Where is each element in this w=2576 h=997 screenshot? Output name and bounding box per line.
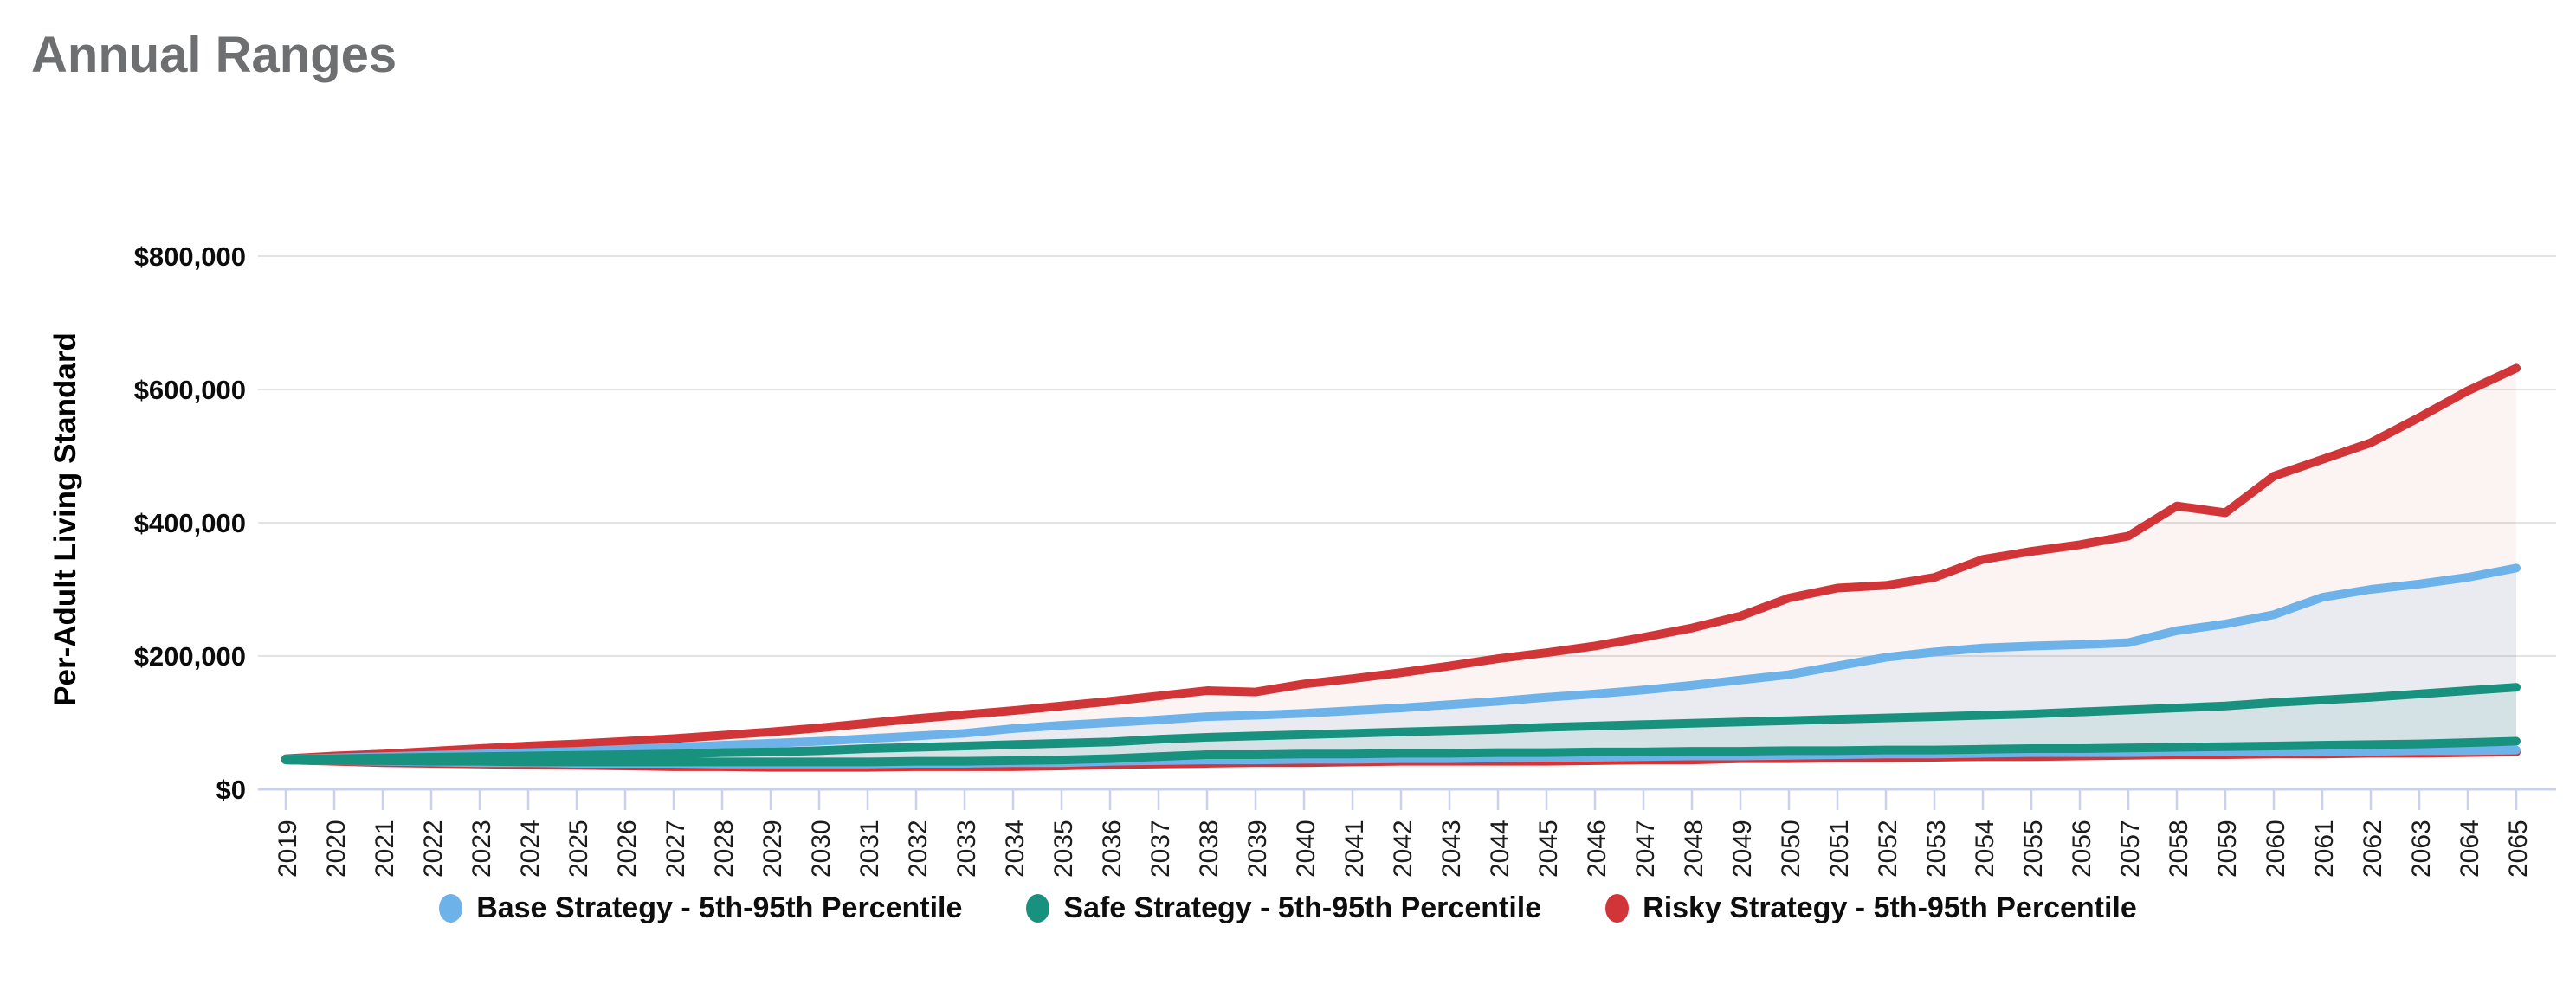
x-tick-label: 2040 — [1292, 820, 1320, 878]
x-tick-label: 2026 — [613, 820, 642, 878]
legend-label-safe: Safe Strategy - 5th-95th Percentile — [1063, 891, 1542, 924]
x-tick-label: 2030 — [807, 820, 836, 878]
x-tick-label: 2027 — [662, 820, 690, 878]
x-tick-label: 2034 — [1001, 820, 1030, 878]
y-tick-labels: $0 $200,000 $400,000 $600,000 $800,000 — [134, 241, 246, 805]
x-tick-label: 2063 — [2407, 820, 2436, 878]
x-tick-label: 2057 — [2116, 820, 2145, 878]
x-tick-label: 2025 — [565, 820, 593, 878]
risky-95th-line — [281, 363, 2521, 763]
y-tick-label: $800,000 — [134, 241, 246, 272]
x-tick-label: 2054 — [1971, 820, 1999, 878]
x-tick-label: 2060 — [2262, 820, 2290, 878]
legend-label-risky: Risky Strategy - 5th-95th Percentile — [1643, 891, 2137, 924]
x-tick-label: 2051 — [1825, 820, 1854, 878]
page-title: Annual Ranges — [31, 27, 397, 83]
y-tick-label: $200,000 — [134, 641, 246, 672]
x-tick-label: 2043 — [1437, 820, 1466, 878]
x-tick-label: 2024 — [516, 820, 545, 878]
y-tick-label: $400,000 — [134, 508, 246, 538]
x-tick-label: 2029 — [759, 820, 787, 878]
y-gridlines — [258, 255, 2556, 657]
x-tick-label: 2037 — [1146, 820, 1175, 878]
safe-95th-line — [281, 683, 2521, 764]
x-tick-label: 2044 — [1486, 820, 1514, 878]
x-tick-label: 2042 — [1389, 820, 1417, 878]
x-tick-label: 2028 — [710, 820, 739, 878]
safe-strategy-band — [281, 683, 2521, 767]
x-tick-label: 2062 — [2359, 820, 2387, 878]
x-tick-label: 2058 — [2165, 820, 2193, 878]
x-tick-label: 2048 — [1680, 820, 1708, 878]
x-tick-label: 2020 — [322, 820, 351, 878]
x-tick-label: 2036 — [1098, 820, 1127, 878]
x-tick-label: 2039 — [1243, 820, 1272, 878]
x-tick-label: 2032 — [904, 820, 933, 878]
legend-swatch-base-icon — [439, 894, 463, 923]
x-tick-label: 2055 — [2019, 820, 2048, 878]
x-tick-label: 2045 — [1534, 820, 1563, 878]
y-tick-label: $600,000 — [134, 375, 246, 405]
x-tick-label: 2065 — [2504, 820, 2533, 878]
risky-band-fill — [286, 368, 2516, 768]
base-95th-line — [281, 563, 2521, 764]
legend-item-risky-strategy[interactable]: Risky Strategy - 5th-95th Percentile — [1605, 891, 2137, 925]
x-axis — [258, 788, 2556, 810]
x-tick-label: 2021 — [371, 820, 399, 878]
x-tick-label: 2035 — [1049, 820, 1078, 878]
safe-band-fill — [286, 687, 2516, 762]
x-tick-label: 2022 — [419, 820, 448, 878]
x-tick-label: 2064 — [2456, 820, 2484, 878]
x-tick-label: 2033 — [952, 820, 981, 878]
legend-item-safe-strategy[interactable]: Safe Strategy - 5th-95th Percentile — [1026, 891, 1541, 925]
x-tick-label: 2023 — [468, 820, 496, 878]
x-tick-label: 2049 — [1728, 820, 1757, 878]
x-tick-labels: 2019 2020 2021 2022 2023 2024 2025 2026 2027 2028… — [274, 820, 2533, 878]
x-tick-label: 2046 — [1583, 820, 1611, 878]
safe-5th-line — [281, 736, 2521, 767]
legend-label-base: Base Strategy - 5th-95th Percentile — [476, 891, 963, 924]
chart-legend: Base Strategy - 5th-95th Percentile Safe… — [0, 891, 2576, 925]
legend-swatch-risky-icon — [1605, 894, 1630, 923]
x-tick-label: 2059 — [2213, 820, 2242, 878]
x-tick-label: 2050 — [1777, 820, 1805, 878]
legend-item-base-strategy[interactable]: Base Strategy - 5th-95th Percentile — [439, 891, 962, 925]
x-tick-label: 2053 — [1922, 820, 1951, 878]
x-tick-label: 2041 — [1340, 820, 1369, 878]
x-tick-label: 2031 — [855, 820, 884, 878]
x-tick-label: 2056 — [2068, 820, 2096, 878]
x-tick-label: 2061 — [2310, 820, 2339, 878]
x-tick-label: 2019 — [274, 820, 302, 878]
y-tick-label: $0 — [216, 775, 246, 805]
legend-swatch-safe-icon — [1026, 894, 1050, 923]
x-tick-label: 2052 — [1874, 820, 1902, 878]
x-tick-label: 2047 — [1631, 820, 1660, 878]
x-tick-label: 2038 — [1195, 820, 1223, 878]
